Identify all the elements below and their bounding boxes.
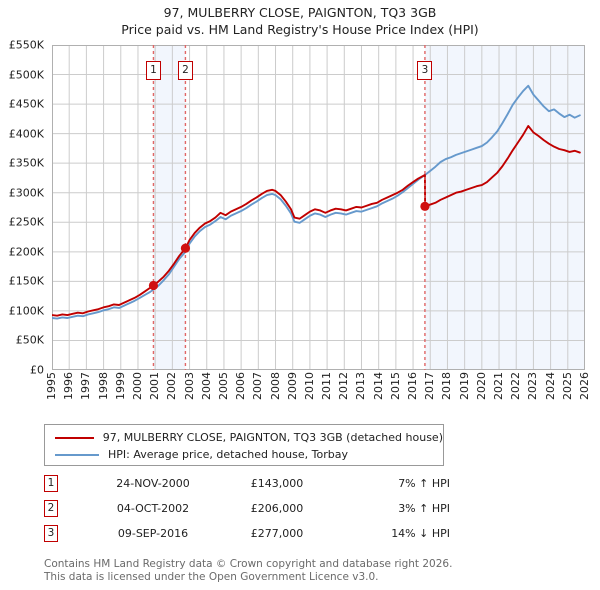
y-axis-tick-label: £150K (8, 274, 44, 288)
x-axis-tick-label: 2001 (148, 372, 162, 400)
y-axis-tick-label: £400K (8, 127, 44, 141)
page-subtitle: Price paid vs. HM Land Registry's House … (121, 22, 479, 37)
x-axis-tick-label: 2019 (457, 372, 471, 400)
legend-item-2: HPI: Average price, detached house, Torb… (45, 446, 443, 463)
x-axis-tick-label: 2021 (492, 372, 506, 400)
x-axis-tick-label: 2005 (216, 372, 230, 400)
transactions-table: 1 24-NOV-2000 £143,000 7% ↑ HPI 2 04-OCT-2002… (44, 474, 464, 549)
x-axis-tick-label: 2007 (251, 372, 265, 400)
footer-line-1: Contains HM Land Registry data © Crown c… (44, 558, 453, 570)
x-axis-tick-label: 2026 (578, 372, 591, 400)
footer-line-2: This data is licensed under the Open Gov… (44, 570, 379, 583)
x-axis-tick-label: 2024 (543, 372, 557, 400)
transaction-index-badge: 3 (44, 525, 58, 542)
x-axis-tick-label: 2015 (388, 372, 402, 400)
x-axis-tick-label: 2009 (285, 372, 299, 400)
chart-legend: 97, MULBERRY CLOSE, PAIGNTON, TQ3 3GB (d… (44, 424, 444, 466)
x-axis-tick-label: 2008 (268, 372, 282, 400)
x-axis-tick-label: 2006 (234, 372, 248, 400)
x-axis-tick-label: 2000 (130, 372, 144, 400)
x-axis-tick-label: 1996 (62, 372, 76, 400)
event-flag-3[interactable]: 3 (417, 61, 433, 80)
transaction-hpi-delta: 14% ↓ HPI (391, 527, 450, 540)
x-axis-tick-label: 2022 (509, 372, 523, 400)
y-axis-labels: £0 £50K £100K £150K £200K £250K £300K £350K £400… (0, 40, 48, 376)
sale-marker-1[interactable] (148, 280, 159, 291)
sale-marker-2[interactable] (180, 243, 191, 253)
transaction-hpi-delta: 7% ↑ HPI (398, 477, 450, 490)
sale-marker-3[interactable] (420, 201, 430, 211)
y-axis-tick-label: £300K (8, 186, 44, 200)
y-axis-tick-label: £250K (8, 215, 44, 229)
event-flag-1[interactable]: 1 (145, 61, 161, 80)
legend-item-1: 97, MULBERRY CLOSE, PAIGNTON, TQ3 3GB (d… (45, 429, 443, 446)
x-axis-tick-label: 2017 (423, 372, 437, 400)
y-axis-tick-label: £450K (8, 97, 44, 111)
x-axis-tick-label: 2011 (320, 372, 334, 400)
x-axis-tick-label: 2004 (199, 372, 213, 400)
transaction-date: 24-NOV-2000 (116, 477, 190, 490)
legend-label-1: 97, MULBERRY CLOSE, PAIGNTON, TQ3 3GB (d… (102, 431, 443, 444)
transaction-date: 09-SEP-2016 (117, 527, 189, 540)
x-axis-tick-label: 2025 (560, 372, 574, 400)
shaded-band-1 (153, 45, 186, 370)
table-row[interactable]: 1 24-NOV-2000 £143,000 7% ↑ HPI (44, 474, 464, 499)
x-axis-tick-label: 2016 (406, 372, 420, 400)
transaction-hpi-delta: 3% ↑ HPI (398, 502, 450, 515)
y-axis-tick-label: £0 (30, 363, 44, 377)
y-axis-tick-label: £550K (8, 38, 44, 52)
transaction-price: £143,000 (250, 477, 304, 490)
transaction-index-badge: 2 (44, 500, 58, 517)
y-axis-tick-label: £500K (8, 68, 44, 82)
x-axis-tick-label: 2023 (526, 372, 540, 400)
x-axis-tick-label: 1997 (79, 372, 93, 400)
x-axis-tick-label: 2003 (182, 372, 196, 400)
legend-swatch-2 (55, 453, 99, 456)
transaction-index-badge: 1 (44, 475, 58, 492)
plot-border (52, 45, 585, 370)
legend-label-2: HPI: Average price, detached house, Torb… (108, 448, 348, 461)
page-title: 97, MULBERRY CLOSE, PAIGNTON, TQ3 3GB (163, 5, 437, 20)
y-axis-tick-label: £350K (8, 156, 44, 170)
x-axis-tick-label: 1995 (45, 372, 58, 400)
x-axis-tick-label: 2013 (354, 372, 368, 400)
x-axis-tick-label: 2020 (474, 372, 488, 400)
transaction-date: 04-OCT-2002 (116, 502, 190, 515)
shaded-band-2 (424, 45, 585, 370)
plot-area (52, 45, 585, 370)
x-axis-tick-label: 2010 (302, 372, 316, 400)
event-flag-2[interactable]: 2 (177, 61, 193, 80)
series-line-hpi (52, 84, 581, 320)
y-axis-tick-label: £200K (8, 245, 44, 259)
chart-title-block: 97, MULBERRY CLOSE, PAIGNTON, TQ3 3GB Pr… (0, 4, 600, 38)
table-row[interactable]: 2 04-OCT-2002 £206,000 3% ↑ HPI (44, 499, 464, 524)
chart-canvas (52, 45, 585, 370)
x-axis-labels: 1995 1996 1997 1998 1999 2000 2001 2002 2003 2004… (45, 372, 591, 418)
footer-attribution: Contains HM Land Registry data © Crown c… (44, 558, 584, 583)
x-axis-tick-label: 2018 (440, 372, 454, 400)
transaction-price: £206,000 (250, 502, 304, 515)
x-axis-tick-label: 2002 (165, 372, 179, 400)
y-axis-tick-label: £50K (15, 333, 44, 347)
x-axis-tick-label: 2014 (371, 372, 385, 400)
transaction-price: £277,000 (250, 527, 304, 540)
table-row[interactable]: 3 09-SEP-2016 £277,000 14% ↓ HPI (44, 524, 464, 549)
y-axis-tick-label: £100K (8, 304, 44, 318)
x-axis-tick-label: 2012 (337, 372, 351, 400)
x-axis-tick-label: 1999 (113, 372, 127, 400)
series-line-price-paid (52, 124, 581, 317)
legend-swatch-1 (55, 436, 94, 439)
x-axis-tick-label: 1998 (96, 372, 110, 400)
